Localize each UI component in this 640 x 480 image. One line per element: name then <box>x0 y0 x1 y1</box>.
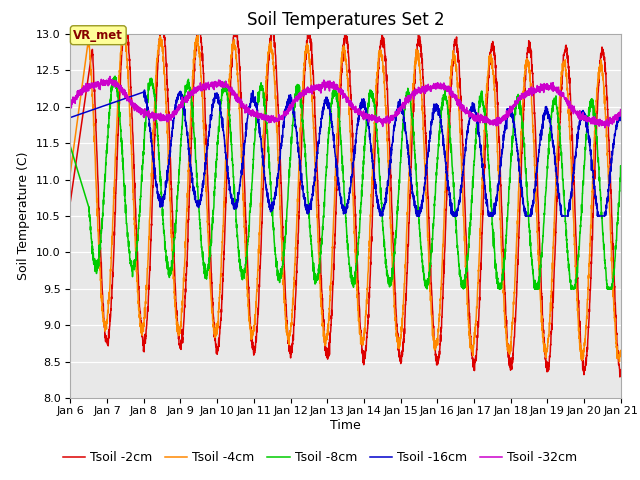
Tsoil -32cm <box>184 93 192 98</box>
Tsoil -4cm <box>409 81 417 86</box>
Tsoil -4cm <box>565 111 573 117</box>
Tsoil -8cm <box>399 116 407 122</box>
Tsoil -2cm <box>616 374 624 380</box>
Tsoil -8cm <box>617 169 625 175</box>
Tsoil -2cm <box>565 63 573 69</box>
Line: Tsoil -32cm: Tsoil -32cm <box>70 76 621 128</box>
Tsoil -16cm <box>565 208 573 214</box>
Tsoil -2cm <box>184 216 192 222</box>
Tsoil -32cm <box>67 104 74 109</box>
Tsoil -8cm <box>409 122 417 128</box>
Tsoil -4cm <box>67 169 74 175</box>
Line: Tsoil -4cm: Tsoil -4cm <box>70 32 621 362</box>
Tsoil -4cm <box>399 306 407 312</box>
Tsoil -32cm <box>617 110 625 116</box>
Tsoil -2cm <box>399 341 407 347</box>
Tsoil -8cm <box>617 163 625 168</box>
Tsoil -8cm <box>67 144 74 150</box>
Tsoil -32cm <box>220 82 228 87</box>
Tsoil -16cm <box>617 114 625 120</box>
Tsoil -16cm <box>184 147 192 153</box>
Line: Tsoil -2cm: Tsoil -2cm <box>70 30 621 377</box>
Tsoil -32cm <box>617 107 625 112</box>
Tsoil -2cm <box>220 243 228 249</box>
Tsoil -2cm <box>67 199 74 204</box>
Tsoil -4cm <box>616 359 623 365</box>
Tsoil -32cm <box>601 125 609 131</box>
Tsoil -4cm <box>617 348 625 354</box>
Tsoil -16cm <box>67 115 74 120</box>
Tsoil -2cm <box>409 112 417 118</box>
Tsoil -8cm <box>220 85 228 91</box>
X-axis label: Time: Time <box>330 419 361 432</box>
Tsoil -4cm <box>617 348 625 353</box>
Title: Soil Temperatures Set 2: Soil Temperatures Set 2 <box>247 11 444 29</box>
Tsoil -16cm <box>617 113 625 119</box>
Tsoil -8cm <box>184 76 192 82</box>
Line: Tsoil -8cm: Tsoil -8cm <box>70 76 621 289</box>
Legend: Tsoil -2cm, Tsoil -4cm, Tsoil -8cm, Tsoil -16cm, Tsoil -32cm: Tsoil -2cm, Tsoil -4cm, Tsoil -8cm, Tsoi… <box>58 446 582 469</box>
Tsoil -16cm <box>399 111 407 117</box>
Text: VR_met: VR_met <box>74 29 124 42</box>
Tsoil -32cm <box>399 102 407 108</box>
Tsoil -8cm <box>565 264 573 269</box>
Tsoil -16cm <box>409 194 417 200</box>
Line: Tsoil -16cm: Tsoil -16cm <box>70 90 621 216</box>
Tsoil -16cm <box>377 213 385 219</box>
Tsoil -8cm <box>111 73 119 79</box>
Tsoil -4cm <box>220 192 228 198</box>
Tsoil -2cm <box>617 372 625 378</box>
Tsoil -16cm <box>220 136 228 142</box>
Tsoil -32cm <box>106 73 114 79</box>
Y-axis label: Soil Temperature (C): Soil Temperature (C) <box>17 152 30 280</box>
Tsoil -4cm <box>120 29 127 35</box>
Tsoil -16cm <box>141 87 148 93</box>
Tsoil -32cm <box>409 90 417 96</box>
Tsoil -2cm <box>617 367 625 372</box>
Tsoil -4cm <box>184 169 192 175</box>
Tsoil -32cm <box>565 100 573 106</box>
Tsoil -8cm <box>423 286 431 292</box>
Tsoil -2cm <box>120 27 127 33</box>
